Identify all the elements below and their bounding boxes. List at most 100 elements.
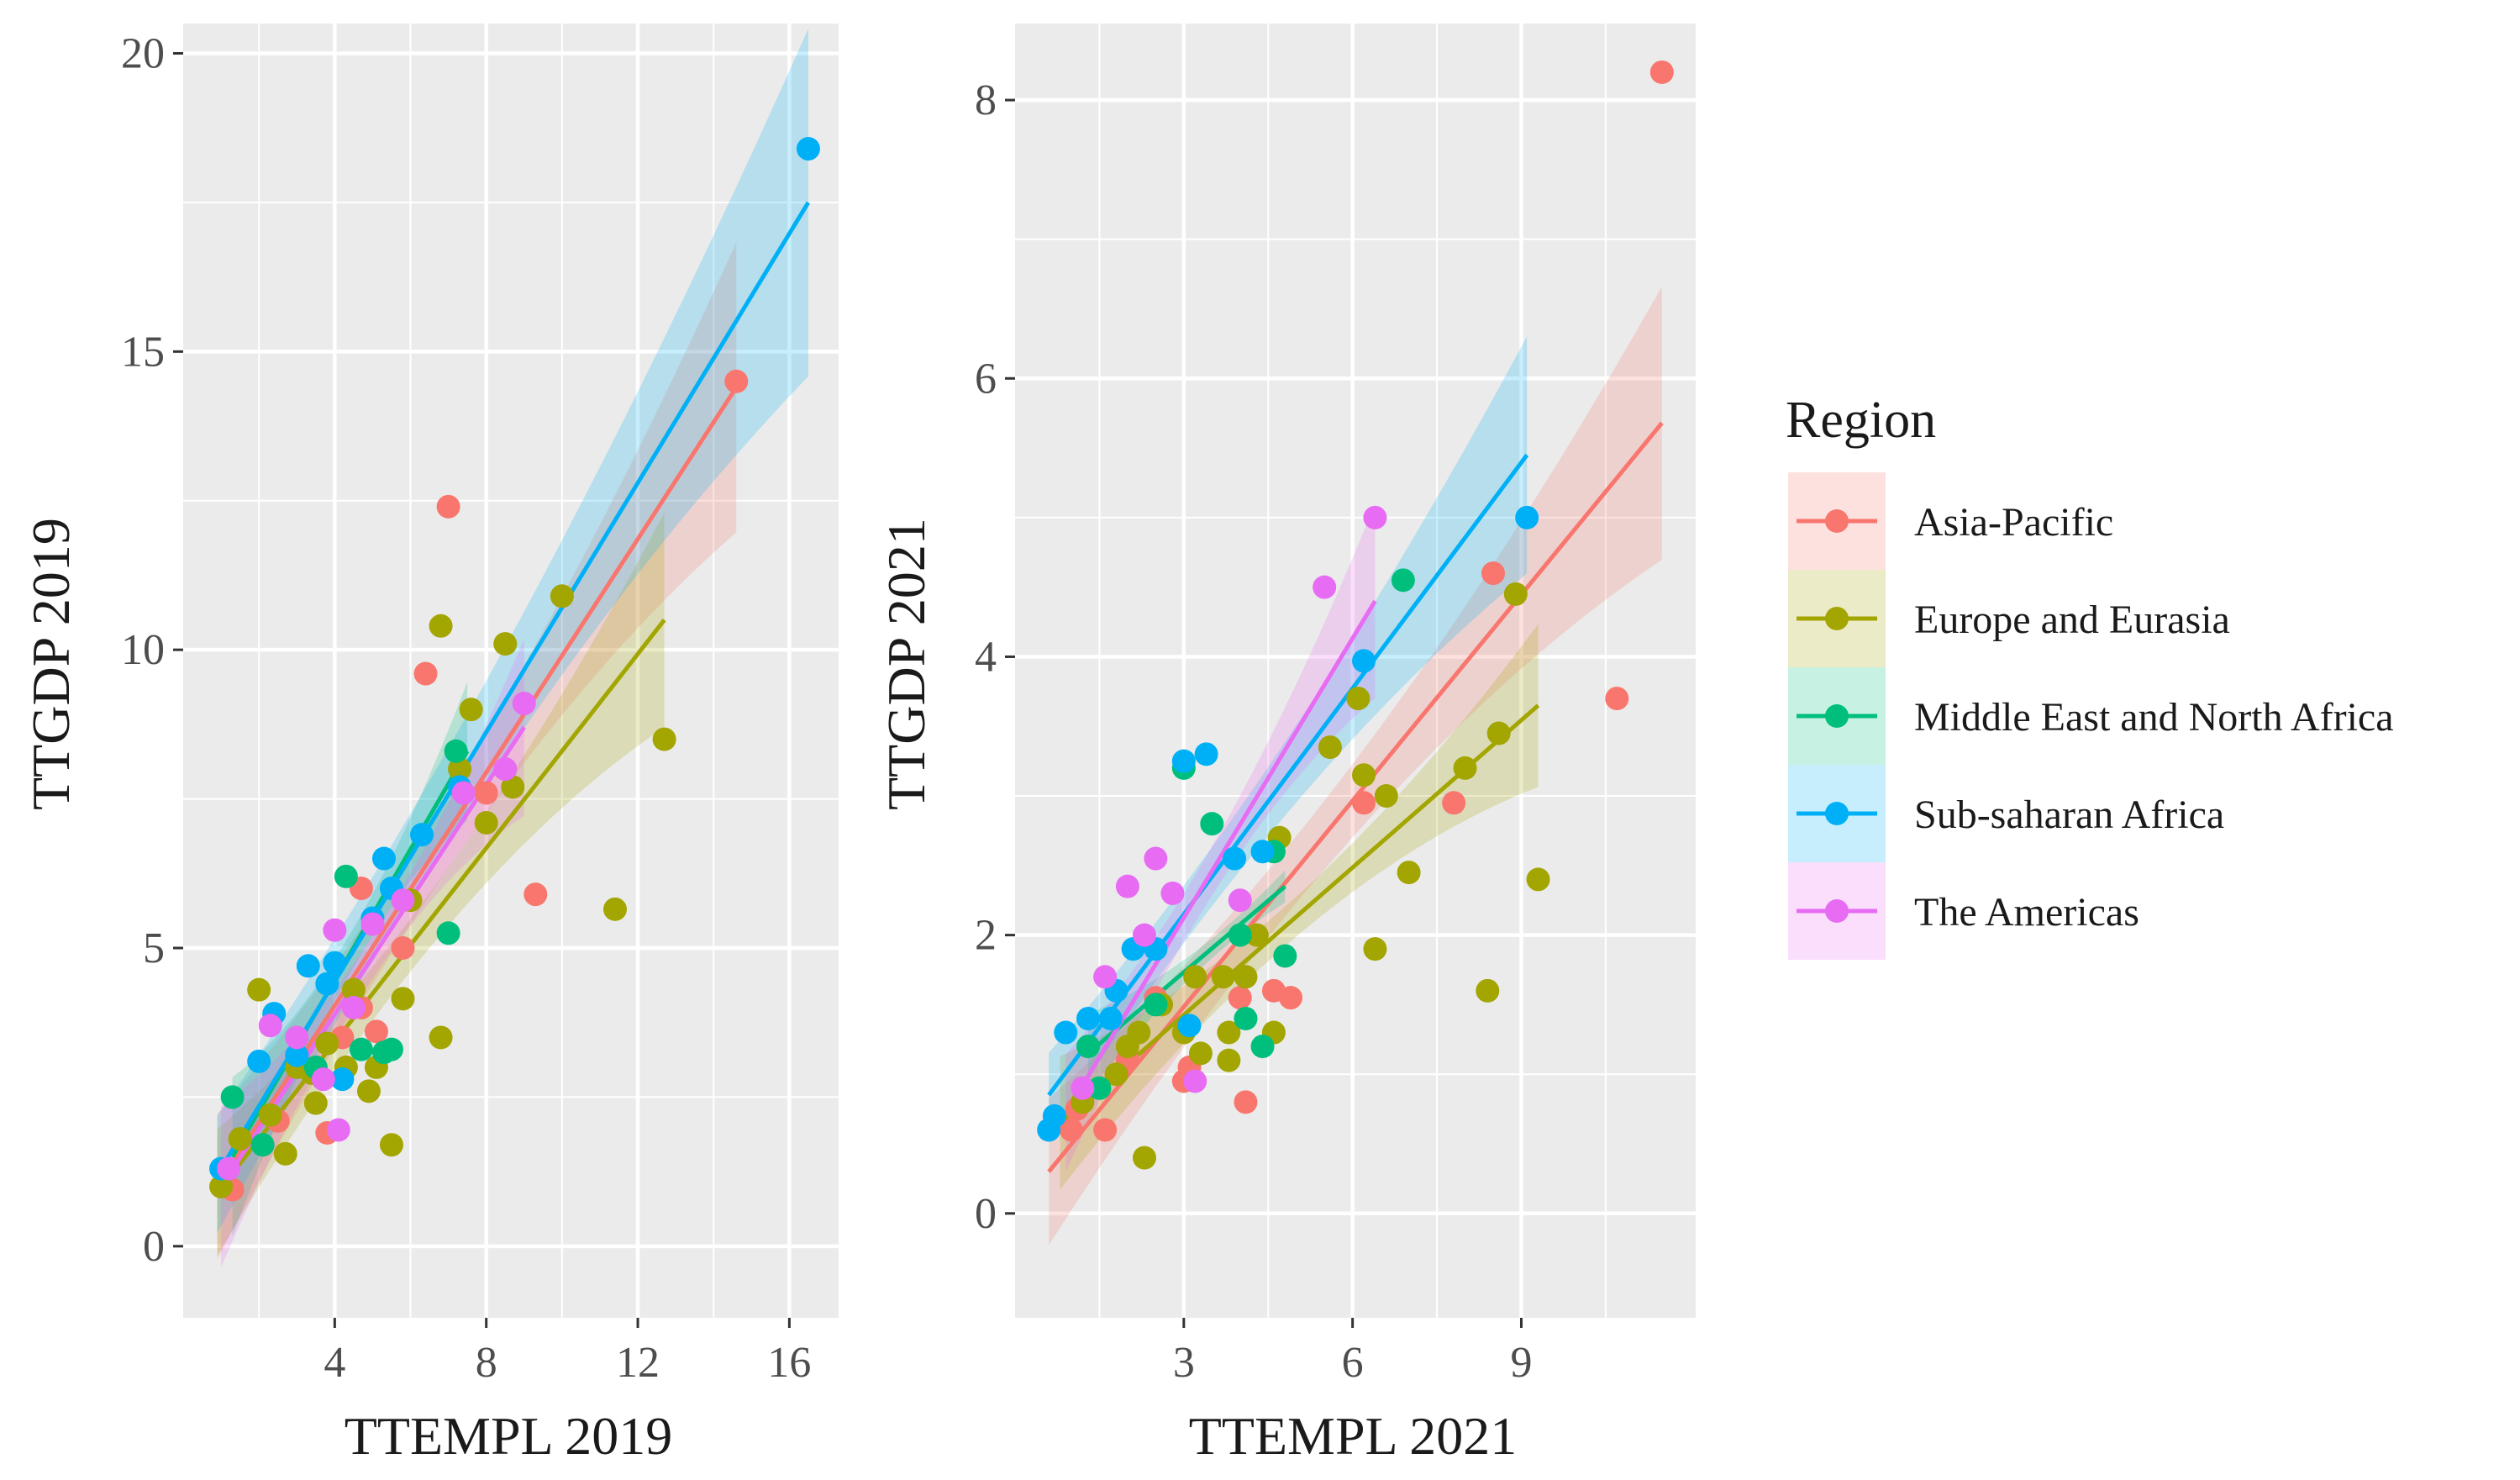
right-point-middle-east-and-north-africa xyxy=(1200,812,1224,836)
left-point-europe-and-eurasia xyxy=(429,1025,453,1050)
right-point-the-americas xyxy=(1093,965,1118,989)
right-point-sub-saharan-africa xyxy=(1042,1103,1066,1128)
left-point-asia-pacific xyxy=(364,1019,388,1044)
left-point-middle-east-and-north-africa xyxy=(334,864,358,888)
left-point-middle-east-and-north-africa xyxy=(349,1037,373,1061)
right-point-the-americas xyxy=(1132,923,1156,947)
right-x-tick-label: 6 xyxy=(1342,1339,1364,1387)
right-y-tick-label: 6 xyxy=(975,355,997,403)
right-point-asia-pacific xyxy=(1649,60,1674,84)
left-point-the-americas xyxy=(326,1118,350,1142)
left-point-europe-and-eurasia xyxy=(459,698,483,722)
legend-entry-the-americas: The Americas xyxy=(1788,862,2139,960)
left-point-middle-east-and-north-africa xyxy=(436,921,460,945)
left-point-sub-saharan-africa xyxy=(315,972,339,996)
legend-entry-sub-saharan-africa: Sub-saharan Africa xyxy=(1788,765,2224,862)
left-point-middle-east-and-north-africa xyxy=(220,1085,245,1109)
right-point-asia-pacific xyxy=(1093,1118,1118,1142)
left-point-asia-pacific xyxy=(523,882,548,907)
legend-label-sub-saharan-africa: Sub-saharan Africa xyxy=(1914,793,2224,837)
left-point-europe-and-eurasia xyxy=(429,614,453,638)
right-y-axis-title: TTGDP 2021 xyxy=(876,518,936,810)
right-point-middle-east-and-north-africa xyxy=(1087,1076,1112,1100)
right-point-europe-and-eurasia xyxy=(1234,965,1258,989)
right-point-asia-pacific xyxy=(1234,1090,1258,1114)
left-point-europe-and-eurasia xyxy=(315,1031,339,1056)
left-point-the-americas xyxy=(323,918,347,942)
left-point-the-americas xyxy=(451,781,476,805)
right-point-middle-east-and-north-africa xyxy=(1228,923,1252,947)
legend: Region Asia-Pacific Europe and Eurasia Mid… xyxy=(1786,392,2394,960)
right-point-europe-and-eurasia xyxy=(1397,861,1421,885)
right-point-europe-and-eurasia xyxy=(1374,784,1398,808)
legend-key-point xyxy=(1825,802,1849,825)
right-point-europe-and-eurasia xyxy=(1486,721,1511,745)
left-point-europe-and-eurasia xyxy=(228,1127,252,1151)
legend-label-asia-pacific: Asia-Pacific xyxy=(1914,500,2113,545)
right-point-the-americas xyxy=(1071,1076,1095,1100)
right-point-sub-saharan-africa xyxy=(1076,1006,1101,1030)
left-y-tick-label: 10 xyxy=(121,626,165,674)
right-point-europe-and-eurasia xyxy=(1188,1041,1213,1066)
right-x-axis-title: TTEMPL 2021 xyxy=(1189,1406,1518,1466)
left-point-the-americas xyxy=(360,912,385,936)
right-point-sub-saharan-africa xyxy=(1352,649,1376,673)
right-point-europe-and-eurasia xyxy=(1453,756,1477,780)
right-x-tick-label: 3 xyxy=(1173,1339,1195,1387)
left-point-europe-and-eurasia xyxy=(247,977,271,1002)
right-point-sub-saharan-africa xyxy=(1250,840,1275,864)
left-point-sub-saharan-africa xyxy=(796,137,820,161)
left-point-middle-east-and-north-africa xyxy=(250,1133,275,1157)
right-point-europe-and-eurasia xyxy=(1352,763,1376,787)
left-point-europe-and-eurasia xyxy=(273,1141,297,1166)
legend-label-europe-and-eurasia: Europe and Eurasia xyxy=(1914,598,2230,642)
left-point-europe-and-eurasia xyxy=(652,727,676,751)
left-fit-line-sub-saharan-africa xyxy=(215,201,811,1176)
legend-entry-asia-pacific: Asia-Pacific xyxy=(1788,472,2113,570)
right-point-asia-pacific xyxy=(1481,561,1506,586)
left-point-europe-and-eurasia xyxy=(391,987,415,1011)
right-point-asia-pacific xyxy=(1059,1118,1083,1142)
right-point-europe-and-eurasia xyxy=(1244,923,1269,947)
right-y-tick-label: 2 xyxy=(975,912,997,960)
right-point-europe-and-eurasia xyxy=(1476,978,1500,1003)
right-point-middle-east-and-north-africa xyxy=(1250,1035,1275,1059)
left-point-sub-saharan-africa xyxy=(285,1043,309,1067)
right-point-sub-saharan-africa xyxy=(1223,846,1247,871)
left-point-the-americas xyxy=(391,888,415,913)
left-point-middle-east-and-north-africa xyxy=(444,739,468,763)
left-y-tick-label: 5 xyxy=(143,924,165,972)
right-x-tick-label: 9 xyxy=(1510,1339,1532,1387)
left-point-europe-and-eurasia xyxy=(602,897,627,921)
legend-entry-europe-and-eurasia: Europe and Eurasia xyxy=(1788,570,2230,667)
left-point-asia-pacific xyxy=(436,494,460,519)
left-point-europe-and-eurasia xyxy=(209,1174,234,1198)
right-point-sub-saharan-africa xyxy=(1177,1014,1202,1038)
left-point-asia-pacific xyxy=(413,661,438,686)
right-point-europe-and-eurasia xyxy=(1346,687,1370,711)
right-y-tick-label: 8 xyxy=(975,76,997,124)
left-point-europe-and-eurasia xyxy=(356,1079,381,1103)
right-y-tick-label: 0 xyxy=(975,1190,997,1238)
right-point-the-americas xyxy=(1228,888,1252,913)
legend-key-point xyxy=(1825,509,1849,533)
left-point-asia-pacific xyxy=(724,369,749,393)
left-point-the-americas xyxy=(512,692,536,716)
left-y-tick-label: 15 xyxy=(121,328,165,376)
right-point-europe-and-eurasia xyxy=(1217,1048,1241,1072)
right-point-asia-pacific xyxy=(1352,791,1376,815)
right-point-the-americas xyxy=(1183,1069,1207,1093)
legend-key-point xyxy=(1825,899,1849,923)
left-point-the-americas xyxy=(258,1014,282,1038)
right-point-the-americas xyxy=(1313,575,1337,599)
right-point-europe-and-eurasia xyxy=(1503,582,1528,606)
right-point-middle-east-and-north-africa xyxy=(1076,1035,1101,1059)
tick-labels: 4 8 12 16 0 5 10 15 20 3 6 9 0 2 4 6 8 xyxy=(121,29,1532,1387)
legend-key-point xyxy=(1825,704,1849,728)
left-point-sub-saharan-africa xyxy=(371,846,396,871)
left-point-the-americas xyxy=(341,995,366,1019)
left-band-the-americas xyxy=(221,639,524,1267)
right-band-europe-and-eurasia xyxy=(1060,624,1539,1190)
left-point-europe-and-eurasia xyxy=(474,810,498,835)
